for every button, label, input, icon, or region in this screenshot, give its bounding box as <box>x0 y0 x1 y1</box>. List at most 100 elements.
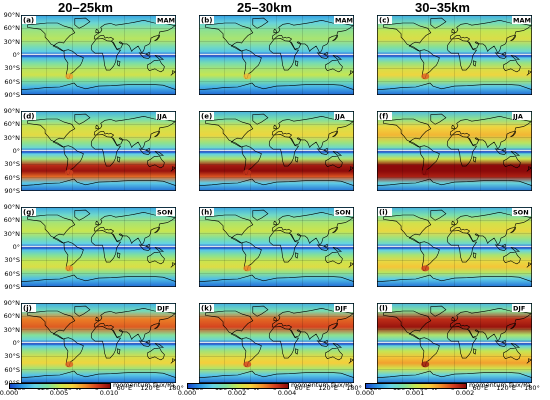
coastline <box>205 214 254 244</box>
coastline <box>21 370 176 383</box>
coastline <box>90 230 122 263</box>
season-label: DJF <box>513 305 525 313</box>
coastline <box>449 211 532 246</box>
colorbar <box>365 383 467 389</box>
coastline <box>63 241 84 271</box>
coastline <box>93 115 176 150</box>
coastline <box>377 274 532 287</box>
season-label-box <box>512 112 531 120</box>
panel-letter-box <box>200 208 214 216</box>
coastline <box>74 113 91 125</box>
panel-letter-box <box>200 16 214 24</box>
latitude-label: 60°S <box>4 77 20 86</box>
season-label-box <box>156 16 175 24</box>
season-label: SON <box>335 209 351 217</box>
coastline <box>273 28 278 34</box>
coastline <box>323 51 328 56</box>
coastline <box>21 274 176 287</box>
panel-frame <box>21 111 176 191</box>
panel-frame <box>21 207 176 287</box>
panel-letter: (e) <box>201 113 212 121</box>
season-label-box <box>156 112 175 120</box>
season-label: JJA <box>156 113 167 121</box>
coastline <box>348 70 354 76</box>
coastline <box>205 310 254 340</box>
coastline <box>199 274 354 287</box>
map-panel: (i) SON <box>377 207 532 287</box>
latitude-label: 90°N <box>3 107 20 115</box>
coastline <box>27 214 76 244</box>
panel-frame <box>377 111 532 191</box>
season-label: JJA <box>512 113 523 121</box>
flux-hotspot <box>421 265 430 272</box>
latitude-label: 0° <box>12 51 20 59</box>
coastline <box>503 155 521 169</box>
coastline <box>510 322 516 330</box>
coastline <box>316 244 329 251</box>
map-panel: (f) JJA <box>377 111 532 191</box>
flux-hotspot <box>243 265 252 272</box>
flux-hotspot <box>421 73 430 80</box>
coastline <box>154 151 165 156</box>
latitude-label: 30°N <box>3 229 20 238</box>
colorbar-tick-label: 0.001 <box>405 389 425 397</box>
panel-frame <box>199 111 354 191</box>
map-panel: (a) MAM <box>21 15 176 95</box>
flux-map: (f) JJA <box>377 111 532 191</box>
coastline <box>117 156 121 163</box>
coastline <box>295 252 299 259</box>
coastline <box>252 113 269 125</box>
panel-frame <box>377 207 532 287</box>
latitude-label: 0° <box>12 243 20 251</box>
coastline <box>199 82 354 95</box>
panel-frame <box>199 303 354 383</box>
coastline <box>268 38 300 71</box>
panel-letter: (j) <box>23 305 32 313</box>
season-label-box <box>512 208 531 216</box>
coastline <box>383 214 432 244</box>
coastline <box>494 148 507 155</box>
map-panel: (g) SON <box>21 207 176 287</box>
coastline <box>252 17 269 29</box>
latitude-label: 90°N <box>3 11 20 19</box>
coastline <box>170 166 176 172</box>
colorbar-title: momentum flux/Pa <box>113 381 175 389</box>
coastline <box>494 340 507 347</box>
coastline <box>419 241 440 271</box>
colorbar-tick-label: 0.000 <box>0 389 19 397</box>
latitude-label: 60°N <box>3 120 20 129</box>
coastline <box>295 348 299 355</box>
coastline <box>323 339 328 344</box>
coastline <box>473 60 477 67</box>
coastline <box>383 22 432 52</box>
flux-hotspot <box>65 169 74 176</box>
latitude-label: 0° <box>12 147 20 155</box>
colorbar-title: momentum flux/Pa <box>469 381 531 389</box>
season-label: DJF <box>335 305 347 313</box>
coastline <box>90 134 122 167</box>
coastline <box>449 19 532 54</box>
panel-letter: (b) <box>201 17 212 25</box>
season-label: MAM <box>335 17 353 25</box>
coastline <box>147 155 165 169</box>
map-panel: (k) DJF <box>199 303 354 383</box>
coastline <box>154 247 165 252</box>
coastline <box>332 151 343 156</box>
coastline <box>74 209 91 221</box>
coastline <box>430 17 447 29</box>
latitude-label: 30°N <box>3 325 20 334</box>
colorbar-tick-label: 0.005 <box>49 389 69 397</box>
coastline <box>295 156 299 163</box>
coastline <box>21 82 176 95</box>
coastline <box>325 155 343 169</box>
latitude-label: 90°S <box>4 187 20 195</box>
coastline <box>95 220 100 226</box>
longitude-label: 60°E <box>116 384 133 392</box>
flux-map: (a) MAM <box>21 15 176 95</box>
coastline <box>268 134 300 167</box>
coastline <box>501 339 506 344</box>
coastline <box>117 60 121 67</box>
latitude-label: 30°N <box>3 37 20 46</box>
panel-frame <box>199 15 354 95</box>
season-label-box <box>334 208 353 216</box>
